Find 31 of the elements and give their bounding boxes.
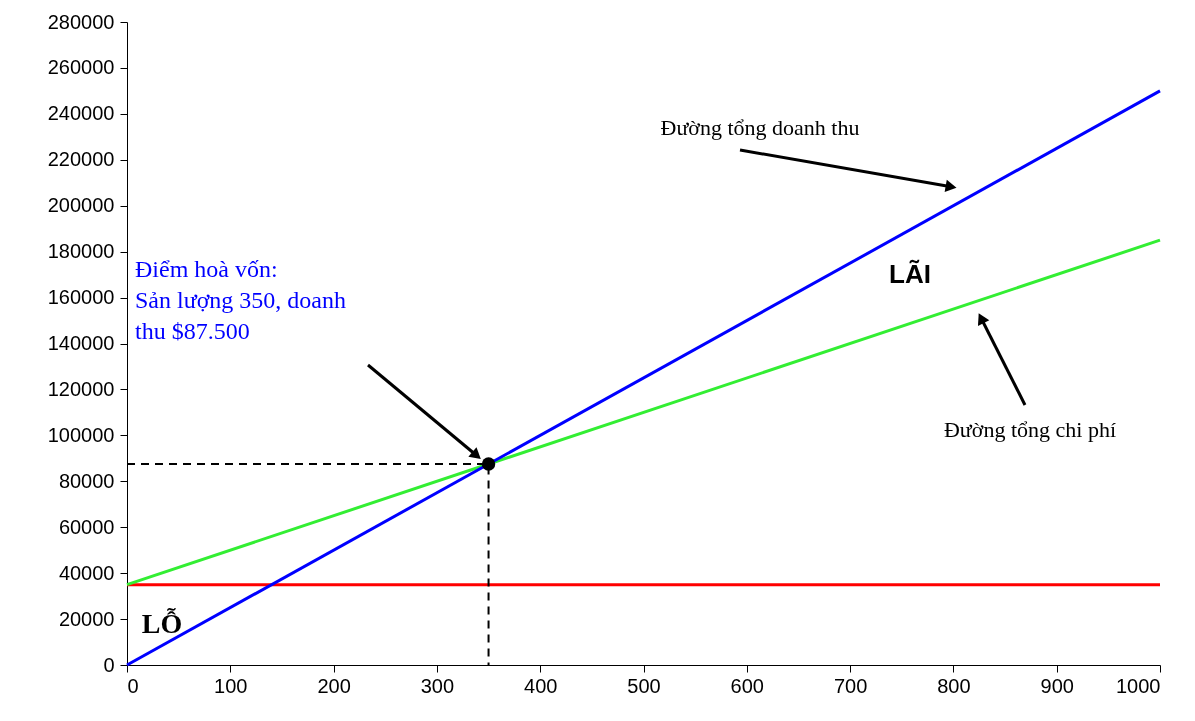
x-tick-label: 700	[833, 674, 868, 697]
x-tick-label: 200	[317, 674, 351, 697]
y-tick-label: 160000	[47, 286, 115, 309]
y-tick-label: 220000	[47, 148, 115, 171]
annotation: LÃI	[889, 259, 931, 289]
x-tick-label: 400	[524, 674, 558, 697]
y-tick-label: 60000	[58, 515, 115, 538]
x-tick-label: 600	[730, 674, 764, 697]
x-tick-label: 0	[127, 674, 139, 697]
y-tick-label: 200000	[47, 194, 115, 217]
y-tick-label: 0	[103, 653, 115, 676]
y-tick-label: 140000	[47, 332, 115, 354]
x-tick-label: 900	[1040, 674, 1074, 697]
y-tick-label: 100000	[47, 423, 115, 446]
annotation: LỖ	[141, 608, 183, 639]
y-tick-label: 20000	[58, 607, 115, 630]
x-tick-label: 500	[627, 674, 661, 697]
annotation: Điểm hoà vốn: Sản lượng 350, doanh thu $87.500	[135, 256, 347, 345]
y-tick-label: 40000	[58, 561, 115, 584]
x-tick-label: 800	[937, 674, 971, 697]
annotation: Đường tổng doanh thu	[660, 115, 860, 140]
y-tick-label: 280000	[47, 10, 115, 33]
y-tick-label: 120000	[47, 377, 115, 400]
x-tick-label: 300	[420, 674, 455, 697]
x-tick-label: 100	[214, 674, 248, 697]
x-tick-label: 1000	[1116, 674, 1161, 697]
y-tick-label: 260000	[47, 56, 115, 79]
annotation: Đường tổng chi phí	[943, 417, 1117, 442]
y-tick-label: 240000	[47, 102, 115, 125]
y-tick-label: 180000	[47, 240, 115, 263]
y-tick-label: 80000	[58, 469, 115, 492]
